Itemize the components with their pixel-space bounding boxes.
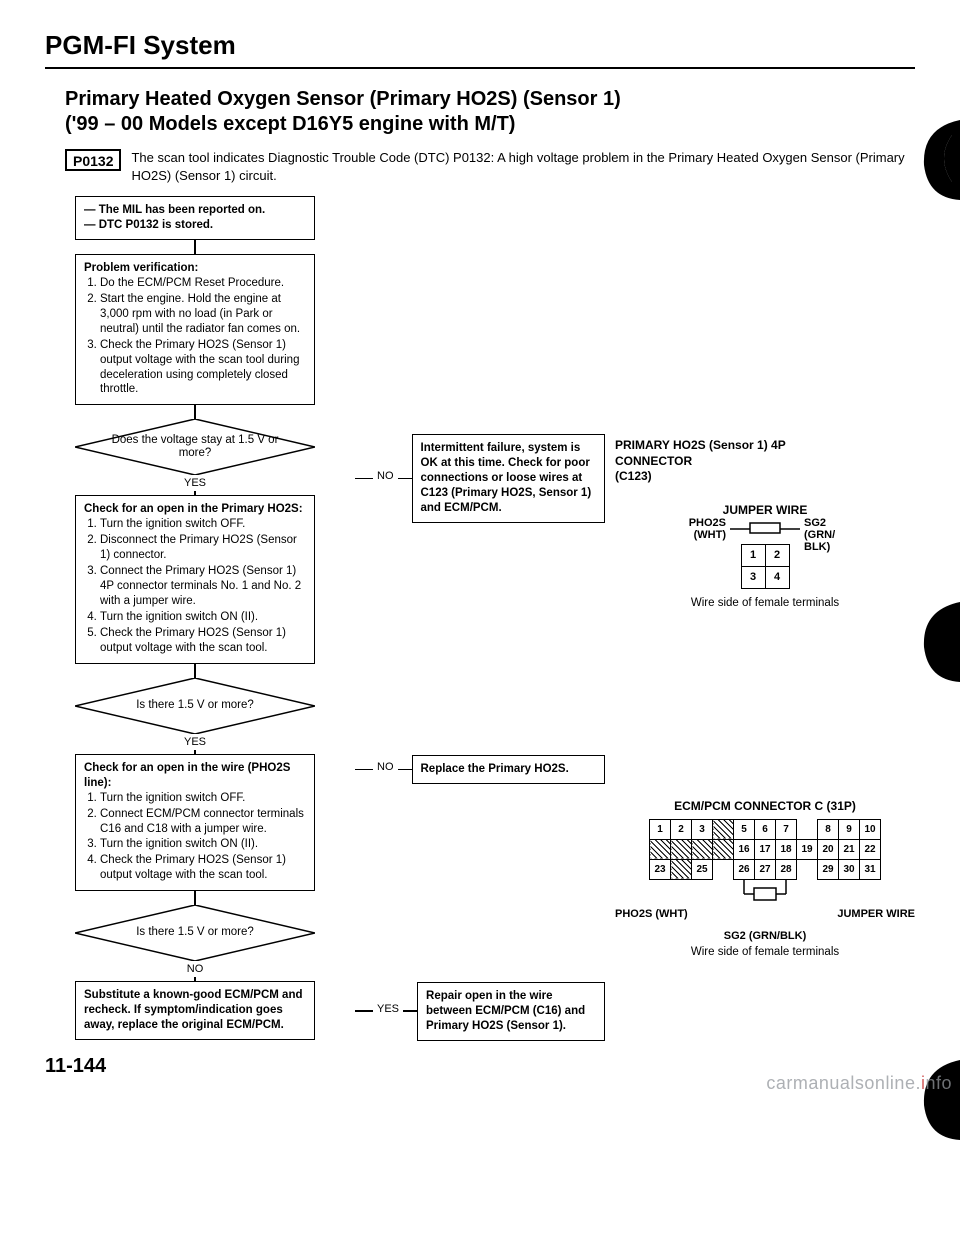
flow-start-l1: — The MIL has been reported on. — [84, 203, 306, 218]
yes-label: YES — [45, 736, 345, 748]
system-title: PGM-FI System — [45, 30, 915, 61]
no-label: NO — [373, 761, 398, 773]
connector-caption: Wire side of female terminals — [615, 597, 915, 609]
flow-check-open-wire: Check for an open in the wire (PHO2S lin… — [75, 754, 315, 892]
flow-result-replace: Replace the Primary HO2S. — [412, 755, 606, 784]
flow-box3-item: Turn the ignition switch ON (II). — [100, 610, 306, 625]
watermark-suf: nfo — [925, 1073, 952, 1093]
yes-label: YES — [373, 1003, 403, 1015]
flow-decision-2-text: Is there 1.5 V or more? — [75, 678, 315, 734]
flow-verify-box: Problem verification: Do the ECM/PCM Res… — [75, 254, 315, 405]
dtc-code-box: P0132 — [65, 149, 121, 171]
jumper-wire-label: JUMPER WIRE — [837, 908, 915, 920]
yes-label: YES — [45, 477, 345, 489]
flow-decision-1: Does the voltage stay at 1.5 V or more? — [75, 419, 315, 475]
flow-decision-3-text: Is there 1.5 V or more? — [75, 905, 315, 961]
flow-box4-item: Turn the ignition switch ON (II). — [100, 837, 306, 852]
flow-substitute-box: Substitute a known-good ECM/PCM and rech… — [75, 981, 315, 1040]
flow-box4-title: Check for an open in the wire (PHO2S lin… — [84, 761, 306, 791]
sg2-grnblk-label: SG2 (GRN/BLK) — [615, 930, 915, 942]
jumper-wire-title: JUMPER WIRE — [615, 503, 915, 517]
flow-box3-item: Disconnect the Primary HO2S (Sensor 1) c… — [100, 533, 306, 563]
flow-start-l2: — DTC P0132 is stored. — [84, 218, 306, 233]
section-title-line1: Primary Heated Oxygen Sensor (Primary HO… — [65, 88, 621, 110]
flow-decision-1-text: Does the voltage stay at 1.5 V or more? — [75, 419, 315, 475]
right-column: PRIMARY HO2S (Sensor 1) 4P CONNECTOR (C1… — [615, 196, 915, 1040]
flow-verify-item: Check the Primary HO2S (Sensor 1) output… — [100, 338, 306, 398]
flow-box4-item: Turn the ignition switch OFF. — [100, 791, 306, 806]
flow-decision-2: Is there 1.5 V or more? — [75, 678, 315, 734]
connector-label-l2: CONNECTOR — [615, 454, 692, 468]
flow-verify-item: Do the ECM/PCM Reset Procedure. — [100, 276, 306, 291]
flowchart-column: — The MIL has been reported on. — DTC P0… — [45, 196, 345, 1040]
connector-4p-diagram: 12 34 — [730, 517, 800, 593]
flow-box3-item: Turn the ignition switch OFF. — [100, 517, 306, 532]
flow-start-box: — The MIL has been reported on. — DTC P0… — [75, 196, 315, 240]
ecm-connector-diagram: 1235678910 16171819202122 23252627282930… — [615, 819, 915, 906]
flow-verify-title: Problem verification: — [84, 261, 306, 276]
ecm-caption: Wire side of female terminals — [615, 946, 915, 958]
flow-box3-item: Check the Primary HO2S (Sensor 1) output… — [100, 626, 306, 656]
watermark: carmanualsonline.info — [766, 1073, 952, 1094]
flow-result-repair: Repair open in the wire between ECM/PCM … — [417, 982, 605, 1041]
section-title: Primary Heated Oxygen Sensor (Primary HO… — [45, 87, 915, 137]
connector-label: PRIMARY HO2S (Sensor 1) 4P CONNECTOR (C1… — [615, 438, 915, 485]
ecm-connector-title: ECM/PCM CONNECTOR C (31P) — [615, 799, 915, 813]
intro-row: P0132 The scan tool indicates Diagnostic… — [45, 149, 915, 184]
grnblk-label: (GRN/ BLK) — [804, 529, 835, 553]
flow-verify-item: Start the engine. Hold the engine at 3,0… — [100, 292, 306, 337]
wht-label: (WHT) — [694, 529, 726, 541]
no-label: NO — [373, 470, 398, 482]
section-title-line2: ('99 – 00 Models except D16Y5 engine wit… — [65, 113, 515, 135]
watermark-pre: carmanualsonline. — [766, 1073, 921, 1093]
mid-column: NO Intermittent failure, system is OK at… — [355, 196, 605, 1040]
flow-box3-title: Check for an open in the Primary HO2S: — [84, 502, 306, 517]
flow-box3-item: Connect the Primary HO2S (Sensor 1) 4P c… — [100, 564, 306, 609]
flow-result-intermittent: Intermittent failure, system is OK at th… — [412, 434, 606, 523]
no-label: NO — [45, 963, 345, 975]
divider — [45, 67, 915, 69]
intro-text: The scan tool indicates Diagnostic Troub… — [131, 149, 915, 184]
sg2-label: SG2 — [804, 517, 826, 529]
flow-decision-3: Is there 1.5 V or more? — [75, 905, 315, 961]
connector-label-l1: PRIMARY HO2S (Sensor 1) 4P — [615, 438, 786, 452]
pho2s-wht-label: PHO2S (WHT) — [615, 908, 688, 920]
flow-box4-item: Check the Primary HO2S (Sensor 1) output… — [100, 853, 306, 883]
flow-check-open-ho2s: Check for an open in the Primary HO2S: T… — [75, 495, 315, 663]
pho2s-label: PHO2S — [689, 517, 726, 529]
connector-label-l3: (C123) — [615, 469, 652, 483]
flow-box4-item: Connect ECM/PCM connector terminals C16 … — [100, 807, 306, 837]
